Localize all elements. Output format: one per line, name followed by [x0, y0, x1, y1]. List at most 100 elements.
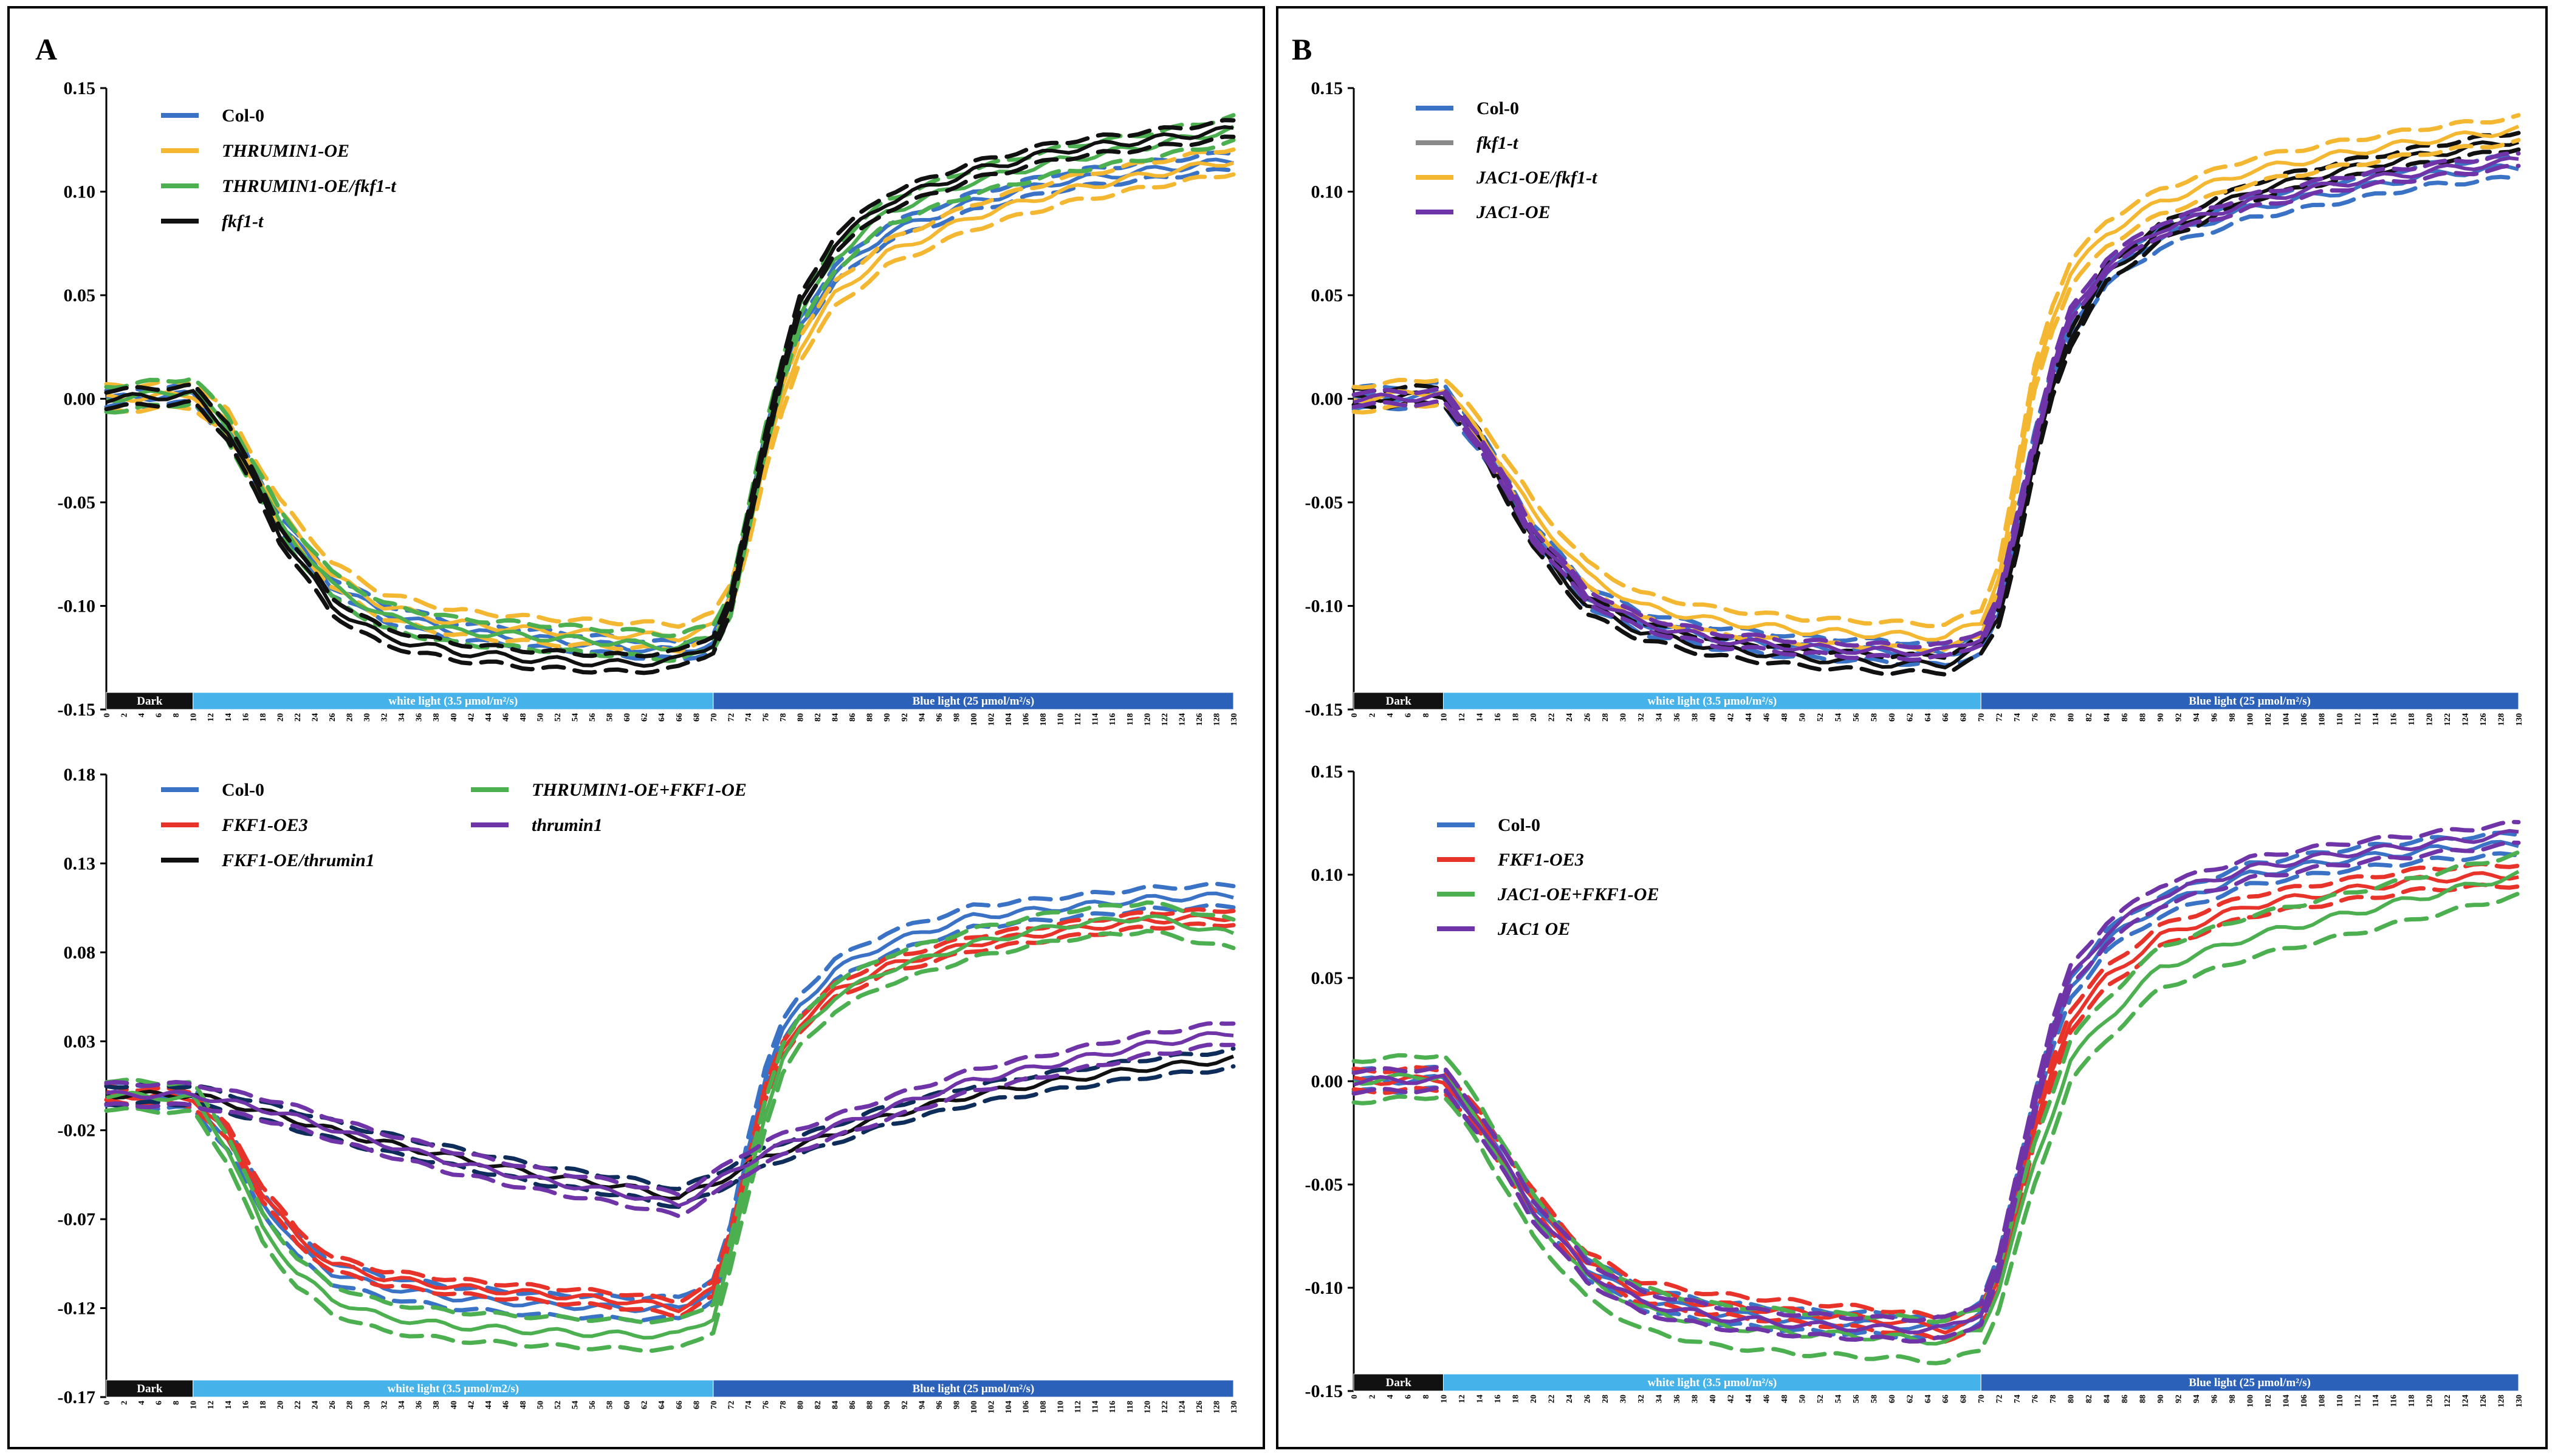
x-tick-label: 84 [2103, 1395, 2112, 1403]
x-tick-label: 42 [1726, 1395, 1735, 1403]
x-tick-label: 84 [831, 713, 840, 722]
x-tick-label: 76 [761, 1401, 770, 1409]
x-tick-label: 114 [2372, 713, 2381, 725]
x-tick-label: 110 [2336, 713, 2345, 725]
x-tick-label: 82 [814, 1401, 823, 1409]
x-tick-label: 74 [2013, 1395, 2022, 1403]
x-tick-label: 46 [1762, 1395, 1771, 1403]
series-sd-lower-thrumin1-oe [104, 172, 1236, 654]
x-tick-label: 98 [2228, 713, 2237, 722]
x-tick-label: 78 [2049, 1395, 2058, 1403]
x-tick-label: 54 [1834, 1395, 1843, 1403]
x-tick-label: 18 [1511, 1395, 1520, 1403]
x-tick-label: 62 [1905, 1395, 1915, 1403]
legend-label: FKF1-OE/thrumin1 [221, 850, 375, 870]
x-tick-label: 88 [866, 713, 875, 722]
x-tick-label: 72 [727, 713, 736, 722]
x-tick-label: 28 [346, 1401, 355, 1409]
x-tick-label: 10 [190, 713, 199, 722]
x-tick-label: 128 [2497, 713, 2506, 726]
x-tick-label: 30 [363, 1401, 372, 1409]
y-tick-label: -0.17 [58, 1387, 96, 1407]
x-tick-label: 126 [1195, 1401, 1204, 1413]
x-tick-label: 100 [970, 713, 979, 726]
x-tick-label: 88 [2139, 1395, 2148, 1403]
chart-B-bottom: 0.15 0.10 0.05 0.00 -0.05 -0.10 -0.15 Dark white… [1305, 762, 2525, 1407]
condition-band [1980, 692, 2519, 710]
x-tick-label: 118 [2407, 713, 2416, 725]
x-tick-label: 86 [848, 1401, 857, 1409]
x-tick-label: 60 [623, 713, 632, 722]
x-tick-label: 110 [1057, 713, 1066, 725]
x-tick-label: 34 [397, 1401, 406, 1409]
series-line-jac1-oe-fkf1-t [1353, 125, 2520, 642]
x-tick-label: 84 [831, 1401, 840, 1409]
y-tick-label: -0.15 [58, 700, 96, 720]
chart-A-top: A 0.15 0.10 0.05 0.00 -0.05 -0.10 -0.15 Dark whit… [35, 32, 1239, 726]
x-tick-label: 80 [797, 1401, 806, 1409]
x-tick-label: 80 [797, 713, 806, 722]
x-tick-label: 38 [432, 713, 441, 722]
x-tick-label: 68 [1960, 1395, 1969, 1403]
x-tick-label: 36 [1673, 713, 1682, 722]
x-tick-label: 22 [1547, 1395, 1556, 1403]
chart-A-bottom: 0.18 0.13 0.08 0.03 -0.02 -0.07 -0.12 -0.17 Dark… [58, 765, 1240, 1413]
x-tick-label: 16 [1494, 713, 1503, 722]
x-tick-label: 26 [328, 713, 337, 722]
x-tick-label: 62 [1905, 713, 1915, 722]
x-tick-label: 50 [536, 1401, 545, 1409]
x-tick-label: 30 [363, 713, 372, 722]
x-tick-label: 50 [1798, 713, 1807, 722]
y-tick-label: 0.18 [64, 765, 96, 785]
condition-band-label: Blue light (25 μmol/m²/s) [913, 1383, 1035, 1395]
x-tick-label: 20 [1529, 713, 1538, 722]
x-tick-label: 94 [917, 1401, 927, 1409]
x-tick-label: 130 [1230, 1401, 1239, 1413]
x-tick-label: 34 [1655, 1395, 1664, 1403]
condition-band-label: Blue light (25 μmol/m²/s) [2189, 695, 2311, 708]
x-tick-label: 124 [1178, 713, 1187, 726]
panel-b-frame [1276, 6, 2548, 1449]
y-tick-label: 0.15 [64, 78, 96, 98]
condition-band-label: white light (3.5 μmol/m2/s) [387, 1383, 519, 1395]
x-tick-label: 80 [2067, 1395, 2076, 1403]
series-group [104, 113, 1236, 675]
y-tick-label: 0.05 [1311, 285, 1343, 306]
y-tick-label: 0.00 [1311, 389, 1343, 409]
series-sd-lower-fkf1-t [1351, 147, 2521, 677]
series-group [1351, 113, 2521, 677]
x-tick-label: 120 [2426, 1395, 2435, 1407]
x-tick-label: 18 [1511, 713, 1520, 722]
x-tick-label: 102 [987, 713, 996, 726]
x-tick-label: 30 [1619, 1395, 1628, 1403]
x-tick-label: 0 [103, 713, 112, 717]
x-tick-label: 110 [1057, 1401, 1066, 1413]
x-tick-label: 52 [554, 713, 563, 722]
series-line-fkf1-t [1353, 140, 2519, 670]
x-tick-label: 40 [1709, 1395, 1718, 1403]
series-sd-lower-jac1-oe [1351, 163, 2521, 662]
x-tick-label: 22 [293, 713, 303, 722]
y-tick-label: -0.02 [58, 1121, 96, 1141]
x-tick-label: 28 [346, 713, 355, 722]
series-sd-lower-thrumin1-oe-fkf1-oe [104, 929, 1236, 1353]
series-sd-lower-thrumin1 [104, 1042, 1236, 1218]
series-line-col-0 [1353, 163, 2519, 658]
series-sd-upper-jac1-oe-fkf1-oe [1351, 850, 2521, 1324]
series-sd-upper-thrumin1 [104, 1021, 1236, 1197]
x-tick-label: 106 [1022, 1401, 1031, 1413]
x-tick-label: 118 [2407, 1395, 2416, 1407]
x-tick-label: 124 [1178, 1401, 1187, 1413]
x-tick-label: 118 [1126, 1401, 1135, 1413]
x-tick-label: 76 [761, 713, 770, 722]
x-tick-label: 62 [640, 1401, 650, 1409]
legend-label: JAC1-OE/fkf1-t [1476, 168, 1598, 188]
y-tick-label: 0.00 [64, 389, 96, 409]
panel-letter-a: A [35, 32, 57, 66]
x-tick-label: 42 [467, 1401, 476, 1409]
x-tick-label: 66 [1941, 713, 1950, 722]
x-tick-label: 66 [1941, 1395, 1950, 1403]
x-tick-label: 108 [2318, 713, 2327, 726]
legend-label: Col-0 [222, 780, 264, 800]
series-line-thrumin1-oe-fkf1-t [106, 125, 1235, 652]
